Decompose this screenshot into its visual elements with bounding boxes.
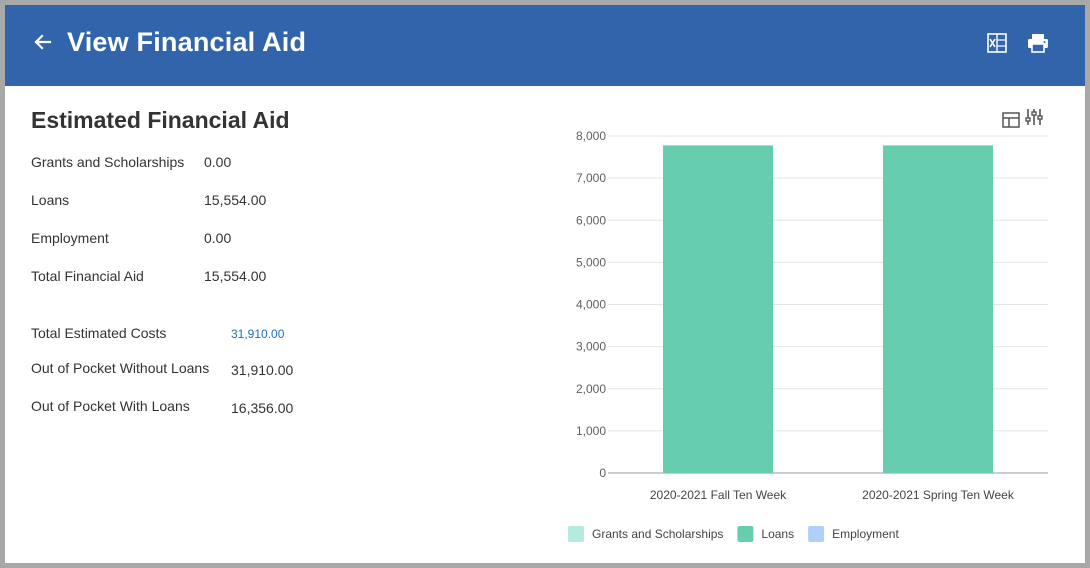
grants-label: Grants and Scholarships	[31, 154, 185, 170]
loans-value: 15,554.00	[204, 192, 267, 208]
total-costs-label: Total Estimated Costs	[31, 325, 167, 341]
print-icon[interactable]	[1026, 31, 1050, 55]
financial-aid-chart: 0 1,000 2,000 3,000 4,000 5,000 6,000 7,000 8,00…	[568, 129, 1048, 542]
y-tick-label: 3,000	[576, 340, 606, 354]
y-tick-label: 5,000	[576, 255, 606, 269]
legend-swatch	[568, 526, 584, 542]
y-tick-label: 8,000	[576, 129, 606, 143]
y-tick-label: 4,000	[576, 298, 606, 312]
y-tick-label: 2,000	[576, 382, 606, 396]
bar-loans	[663, 145, 773, 474]
bar-loans	[883, 145, 993, 474]
back-arrow-icon[interactable]	[29, 29, 55, 55]
page-header: View Financial Aid	[5, 5, 1085, 86]
y-tick-label: 7,000	[576, 171, 606, 185]
legend-label: Employment	[832, 527, 899, 541]
y-tick-label: 6,000	[576, 213, 606, 227]
employment-label: Employment	[31, 230, 109, 246]
legend-swatch	[808, 526, 825, 542]
excel-export-icon[interactable]	[985, 31, 1009, 55]
legend-label: Grants and Scholarships	[592, 527, 723, 541]
employment-value: 0.00	[204, 230, 232, 246]
table-view-icon[interactable]	[1001, 110, 1021, 130]
oop-with-loans-value: 16,356.00	[231, 400, 294, 416]
x-category-label: 2020-2021 Fall Ten Week	[650, 488, 787, 502]
legend-label: Loans	[761, 527, 794, 541]
x-category-label: 2020-2021 Spring Ten Week	[862, 488, 1015, 502]
oop-without-loans-value: 31,910.00	[231, 362, 294, 378]
total-aid-value: 15,554.00	[204, 268, 267, 284]
oop-with-loans-label: Out of Pocket With Loans	[31, 398, 190, 414]
page-title: View Financial Aid	[67, 27, 307, 57]
legend-swatch	[737, 526, 754, 542]
total-aid-label: Total Financial Aid	[31, 268, 144, 284]
section-title: Estimated Financial Aid	[31, 107, 290, 133]
chart-settings-icon[interactable]	[1024, 107, 1044, 127]
grants-value: 0.00	[204, 154, 232, 170]
oop-without-loans-label: Out of Pocket Without Loans	[31, 360, 210, 376]
total-costs-link[interactable]: 31,910.00	[231, 327, 285, 341]
y-tick-label: 0	[599, 466, 606, 480]
y-tick-label: 1,000	[576, 424, 606, 438]
loans-label: Loans	[31, 192, 70, 208]
